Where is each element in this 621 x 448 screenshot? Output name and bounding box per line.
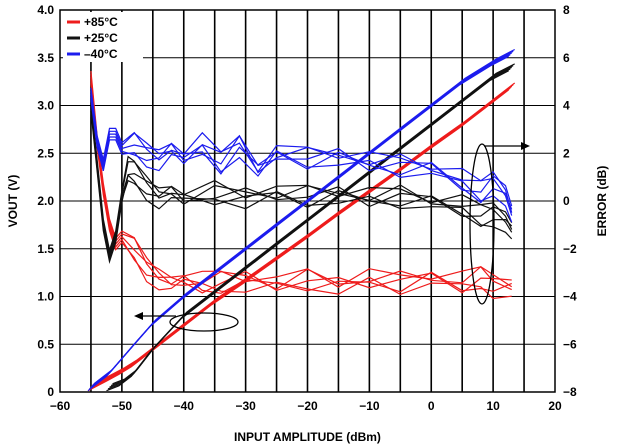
vout-trace <box>110 65 514 387</box>
legend-label: +85°C <box>84 15 118 29</box>
x-tick-label: −30 <box>235 399 256 413</box>
vout-trace <box>107 68 511 390</box>
right-axis-arrowhead <box>521 142 530 150</box>
error-trace <box>90 93 513 207</box>
error-trace <box>90 105 513 259</box>
vout-trace <box>92 50 514 386</box>
y2-tick-label: 0 <box>563 194 570 208</box>
vout-trace <box>92 84 514 387</box>
y2-tick-label: −2 <box>563 242 577 256</box>
y-tick-label: 3.5 <box>37 51 54 65</box>
x-axis-title: INPUT AMPLITUDE (dBm) <box>234 430 381 444</box>
vout-trace <box>93 48 515 385</box>
y2-tick-label: −8 <box>563 385 577 399</box>
left-axis-arrowhead <box>134 312 143 320</box>
x-tick-label: −60 <box>50 399 71 413</box>
y-tick-label: 2.5 <box>37 146 54 160</box>
vout-trace <box>112 63 515 385</box>
y2-tick-label: −4 <box>563 290 577 304</box>
x-tick-label: −40 <box>174 399 195 413</box>
error-trace <box>90 111 513 264</box>
y-tick-label: 1.0 <box>37 290 54 304</box>
x-tick-label: 20 <box>548 399 562 413</box>
y-tick-label: 0.5 <box>37 337 54 351</box>
vout-trace <box>93 82 516 385</box>
error-curve-group-marker <box>469 143 495 305</box>
vout-trace <box>87 55 509 392</box>
annotations <box>134 142 530 332</box>
x-tick-labels: −60 −50 −40 −30 −20 −10 0 10 20 <box>50 399 562 413</box>
y2-tick-label: 2 <box>563 146 570 160</box>
series-0 <box>87 71 516 392</box>
y2-tick-label: 6 <box>563 51 570 65</box>
x-tick-label: −10 <box>359 399 380 413</box>
legend-label: +25°C <box>84 31 118 45</box>
y-right-tick-labels: −8 −6 −4 −2 0 2 4 6 8 <box>563 3 577 399</box>
y-tick-label: 3.0 <box>37 99 54 113</box>
y-tick-label: 4.0 <box>37 3 54 17</box>
y-axis-title-left: VOUT (V) <box>6 175 20 228</box>
y2-tick-label: 8 <box>563 3 570 17</box>
vout-curve-group-marker <box>169 312 239 332</box>
vout-trace <box>90 52 512 388</box>
x-tick-label: −20 <box>297 399 318 413</box>
error-trace <box>90 90 513 213</box>
error-trace <box>90 108 513 262</box>
vout-trace <box>90 85 513 388</box>
plot-frame <box>59 9 556 393</box>
x-tick-label: 0 <box>428 399 435 413</box>
legend: +85°C +25°C –40°C <box>63 12 143 62</box>
y-tick-label: 1.5 <box>37 242 54 256</box>
series-2 <box>87 48 515 392</box>
series-1 <box>90 63 515 392</box>
vout-trace <box>109 66 512 388</box>
error-trace <box>90 99 513 223</box>
error-trace <box>90 96 513 210</box>
error-trace <box>90 73 513 290</box>
x-tick-label: 10 <box>486 399 500 413</box>
error-trace <box>90 87 513 216</box>
y-left-tick-labels: 0 0.5 1.0 1.5 2.0 2.5 3.0 3.5 4.0 <box>37 3 54 399</box>
error-trace <box>90 71 512 291</box>
error-trace <box>90 99 513 253</box>
y-axis-title-right: ERROR (dB) <box>595 166 609 237</box>
y-tick-label: 0 <box>47 385 54 399</box>
y-tick-label: 2.0 <box>37 194 54 208</box>
error-trace <box>90 102 513 256</box>
y2-tick-label: −6 <box>563 337 577 351</box>
x-tick-label: −50 <box>112 399 133 413</box>
legend-label: –40°C <box>84 47 118 61</box>
chart-curves <box>87 48 516 392</box>
y2-tick-label: 4 <box>563 99 570 113</box>
